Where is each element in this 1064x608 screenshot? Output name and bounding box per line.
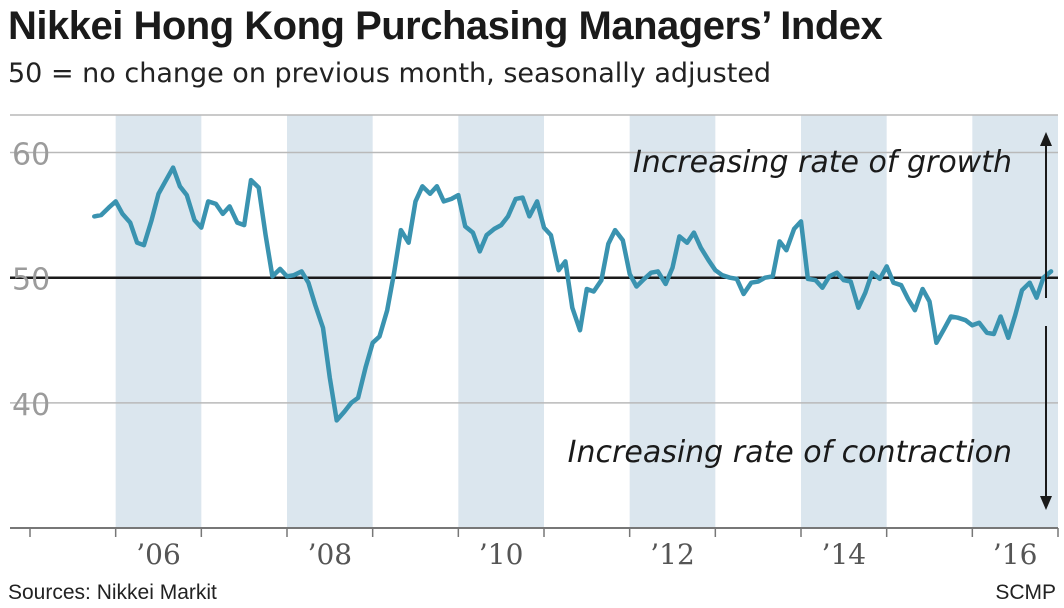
x-axis: ’06 ’08 ’10 ’12 ’14 ’16 <box>10 527 1059 571</box>
year-band-2008 <box>287 115 373 528</box>
x-tick-label-2010: ’10 <box>479 538 524 571</box>
year-bands <box>115 115 1058 528</box>
x-tick-label-2012: ’12 <box>650 538 695 571</box>
y-axis-ticks: 60 50 40 <box>12 138 50 423</box>
x-tick-label-2006: ’06 <box>136 538 181 571</box>
year-band-2012 <box>629 115 716 528</box>
chart-title: Nikkei Hong Kong Purchasing Managers’ In… <box>8 4 883 48</box>
y-tick-label-50: 50 <box>12 263 50 298</box>
annotations: Increasing rate of growth Increasing rat… <box>568 145 1012 470</box>
year-band-2014 <box>801 115 887 528</box>
growth-annotation: Increasing rate of growth <box>633 145 1012 180</box>
source-note: Sources: Nikkei Markit <box>8 581 217 604</box>
x-tick-label-2008: ’08 <box>308 538 353 571</box>
year-band-2006 <box>115 115 202 528</box>
credit-note: SCMP <box>995 581 1056 604</box>
y-tick-label-60: 60 <box>12 138 50 173</box>
contraction-annotation: Increasing rate of contraction <box>568 435 1012 470</box>
series-line-0 <box>92 165 1054 423</box>
direction-arrows <box>1040 132 1052 510</box>
y-tick-label-40: 40 <box>12 388 50 423</box>
contraction-arrowhead <box>1040 496 1052 510</box>
x-tick-label-2014: ’14 <box>822 538 867 571</box>
grid-lines <box>10 114 1058 404</box>
year-band-2010 <box>458 115 544 528</box>
x-tick-label-2016: ’16 <box>993 538 1038 571</box>
series-group <box>92 165 1054 423</box>
chart-subtitle: 50 = no change on previous month, season… <box>8 58 772 89</box>
growth-arrowhead <box>1040 132 1052 146</box>
